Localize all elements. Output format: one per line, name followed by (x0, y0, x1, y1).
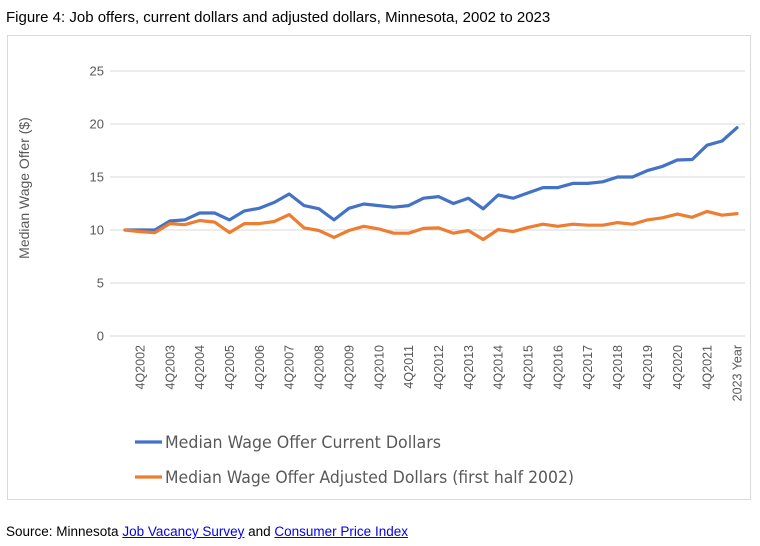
x-tick-label: 4Q2002 (133, 345, 147, 390)
x-tick-label: 2023 Year (731, 345, 745, 401)
x-tick-label: 4Q2010 (372, 345, 386, 390)
y-axis-label: Median Wage Offer ($) (16, 117, 32, 259)
job-vacancy-survey-link[interactable]: Job Vacancy Survey (122, 524, 245, 539)
x-tick-label: 4Q2019 (641, 345, 655, 390)
consumer-price-index-link[interactable]: Consumer Price Index (274, 524, 408, 539)
source-middle: and (244, 524, 275, 539)
y-tick-label: 0 (97, 329, 104, 344)
series-line-adjusted-dollars (123, 209, 739, 242)
x-tick-label: 4Q2015 (522, 345, 536, 390)
x-tick-label: 4Q2013 (462, 345, 476, 390)
x-tick-label: 4Q2006 (253, 345, 267, 390)
x-tick-label: 4Q2008 (313, 345, 327, 390)
source-note: Source: Minnesota Job Vacancy Survey and… (6, 524, 408, 539)
x-tick-label: 4Q2011 (402, 345, 416, 389)
y-tick-label: 5 (97, 276, 104, 291)
x-tick-label: 4Q2021 (701, 345, 715, 390)
y-tick-label: 10 (90, 223, 104, 238)
x-tick-label: 4Q2009 (342, 345, 356, 390)
x-tick-label: 4Q2016 (551, 345, 565, 390)
y-tick-label: 20 (90, 117, 104, 132)
series-line-current-dollars (123, 126, 739, 232)
x-tick-label: 4Q2012 (432, 345, 446, 390)
x-tick-label: 4Q2005 (223, 345, 237, 390)
chart-frame (7, 35, 751, 500)
x-tick-label: 4Q2007 (283, 345, 297, 390)
y-tick-label: 15 (90, 170, 104, 185)
legend-label: Median Wage Offer Current Dollars (165, 433, 441, 453)
x-tick-label: 4Q2004 (193, 345, 207, 390)
x-tick-label: 4Q2020 (671, 345, 685, 390)
x-tick-label: 4Q2003 (163, 345, 177, 390)
figure-title: Figure 4: Job offers, current dollars an… (6, 9, 551, 26)
legend-label: Median Wage Offer Adjusted Dollars (firs… (165, 468, 574, 488)
y-tick-label: 25 (90, 64, 104, 79)
x-tick-label: 4Q2018 (611, 345, 625, 390)
x-tick-label: 4Q2017 (581, 345, 595, 390)
source-prefix: Source: Minnesota (6, 524, 123, 539)
x-tick-label: 4Q2014 (492, 345, 506, 390)
